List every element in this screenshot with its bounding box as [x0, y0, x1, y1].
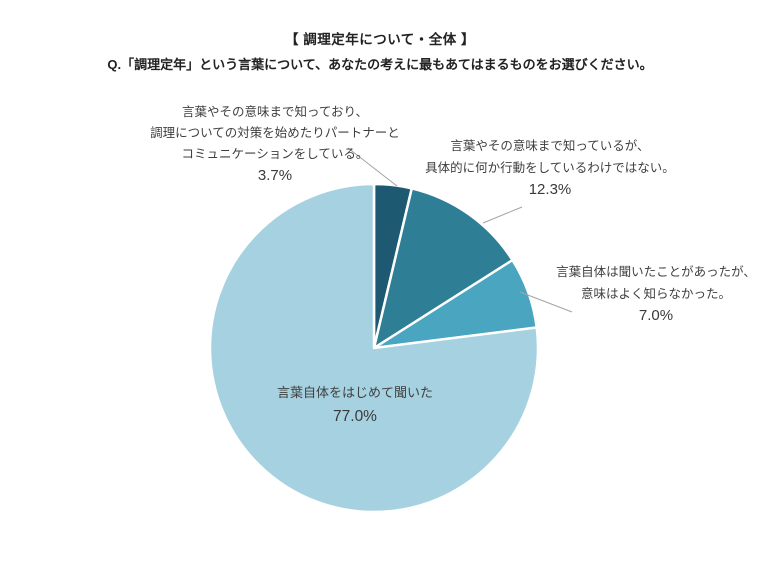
- leader-line-1: [482, 206, 523, 224]
- callout-first-time-heard: 言葉自体をはじめて聞いた 77.0%: [235, 381, 475, 429]
- leader-line-2: [519, 291, 573, 313]
- callout-text: 具体的に何か行動をしているわけではない。: [425, 161, 675, 175]
- callout-know-no-action: 言葉やその意味まで知っているが、 具体的に何か行動をしているわけではない。 12…: [420, 135, 680, 201]
- callout-text: 意味はよく知らなかった。: [580, 287, 731, 301]
- callout-percentage: 7.0%: [638, 307, 674, 324]
- callout-text: コミュニケーションをしている。: [181, 147, 369, 161]
- callout-text: 言葉やその意味まで知っているが、: [450, 139, 650, 153]
- pie-slice-1: [372, 187, 514, 350]
- callout-text: 言葉やその意味まで知っており、: [181, 105, 368, 119]
- callout-text: 調理についての対策を始めたりパートナーと: [150, 126, 400, 140]
- pie-slice-3: [208, 182, 540, 514]
- callout-heard-not-known: 言葉自体は聞いたことがあったが、 意味はよく知らなかった。 7.0%: [552, 261, 760, 327]
- survey-question: Q.「調理定年」という言葉について、あなたの考えに最もあてはまるものをお選びくだ…: [107, 57, 653, 72]
- callout-percentage: 77.0%: [333, 408, 377, 425]
- callout-percentage: 12.3%: [528, 181, 572, 198]
- leader-line-0: [347, 147, 398, 187]
- callout-know-and-acting: 言葉やその意味まで知っており、 調理についての対策を始めたりパートナーと コミュ…: [140, 102, 410, 186]
- callout-text: 言葉自体は聞いたことがあったが、: [556, 265, 756, 279]
- callout-text: 言葉自体をはじめて聞いた: [276, 385, 433, 400]
- callout-percentage: 3.7%: [257, 167, 293, 184]
- chart-title: 【 調理定年について・全体 】: [284, 32, 476, 47]
